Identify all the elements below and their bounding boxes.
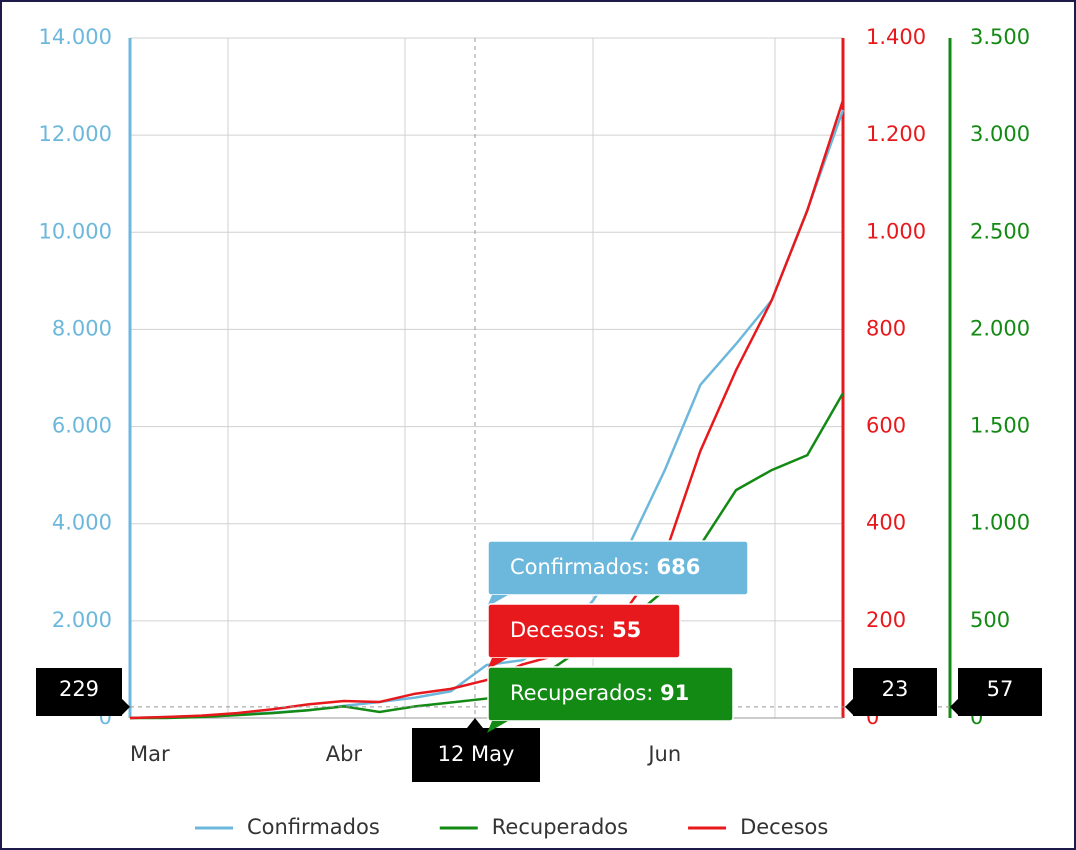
axis-flag-label: 57 (987, 677, 1014, 701)
tooltip-pointer (487, 721, 508, 733)
y-tick-label: 4.000 (52, 511, 112, 535)
x-tick-label: Abr (326, 742, 363, 766)
axis-flag-pointer (950, 698, 958, 715)
y3-tick-label: 2.000 (970, 316, 1030, 340)
legend-label: Recuperados (492, 815, 628, 839)
overlay: 229 23 57 12 May Confirmados: 686 Decesos: 55… (36, 540, 1042, 839)
series-line (130, 392, 845, 720)
y-tick-label: 14.000 (39, 25, 112, 49)
axis-flag-label: 229 (59, 677, 99, 701)
tooltip-label: Decesos: (510, 618, 605, 642)
tooltip-value: 91 (660, 681, 689, 705)
axis-flag (36, 668, 122, 716)
y3-tick-label: 1.000 (970, 511, 1030, 535)
x-flag-label: 12 May (438, 742, 515, 766)
y2-tick-label: 800 (866, 316, 906, 340)
y2-tick-label: 1.200 (866, 122, 926, 146)
x-flag-pointer (467, 718, 483, 728)
tooltip-label: Recuperados: (510, 681, 653, 705)
series-line (129, 99, 845, 720)
y2-tick-label: 1.400 (866, 25, 926, 49)
tooltip-value: 55 (612, 618, 641, 642)
y3-tick-label: 3.500 (970, 25, 1030, 49)
tooltip-label: Confirmados: (510, 555, 650, 579)
y2-tick-label: 600 (866, 414, 906, 438)
x-flag (412, 728, 540, 782)
y-tick-label: 8.000 (52, 316, 112, 340)
y-tick-label: 6.000 (52, 414, 112, 438)
y2-tick-label: 200 (866, 608, 906, 632)
tooltip-box (487, 666, 734, 722)
axis-flag (958, 668, 1042, 716)
tooltip-text: Recuperados: 91 (510, 681, 689, 705)
axis-flag-pointer (845, 698, 853, 715)
y2-tick-label: 1.000 (866, 219, 926, 243)
axis-flag (853, 668, 937, 716)
y3-tick-label: 1.500 (970, 414, 1030, 438)
y-tick-label: 2.000 (52, 608, 112, 632)
x-tick-label: Jun (646, 742, 681, 766)
legend-label: Confirmados (247, 815, 380, 839)
y2-tick-label: 400 (866, 511, 906, 535)
x-tick-label: Mar (130, 742, 170, 766)
tooltip-box (487, 540, 749, 596)
tooltip-value: 686 (657, 555, 701, 579)
y3-tick-label: 500 (970, 608, 1010, 632)
legend-label: Decesos (740, 815, 828, 839)
y3-tick-label: 3.000 (970, 122, 1030, 146)
axis-flag-pointer (122, 698, 130, 715)
y-tick-label: 12.000 (39, 122, 112, 146)
grid: 02.0004.0006.0008.00010.00012.00014.0000… (39, 25, 1031, 766)
axis-flag-label: 23 (882, 677, 909, 701)
y3-tick-label: 2.500 (970, 219, 1030, 243)
y-tick-label: 10.000 (39, 219, 112, 243)
lines (129, 99, 845, 720)
tooltip-box (487, 603, 681, 659)
tooltip-text: Confirmados: 686 (510, 555, 700, 579)
tooltip-text: Decesos: 55 (510, 618, 641, 642)
